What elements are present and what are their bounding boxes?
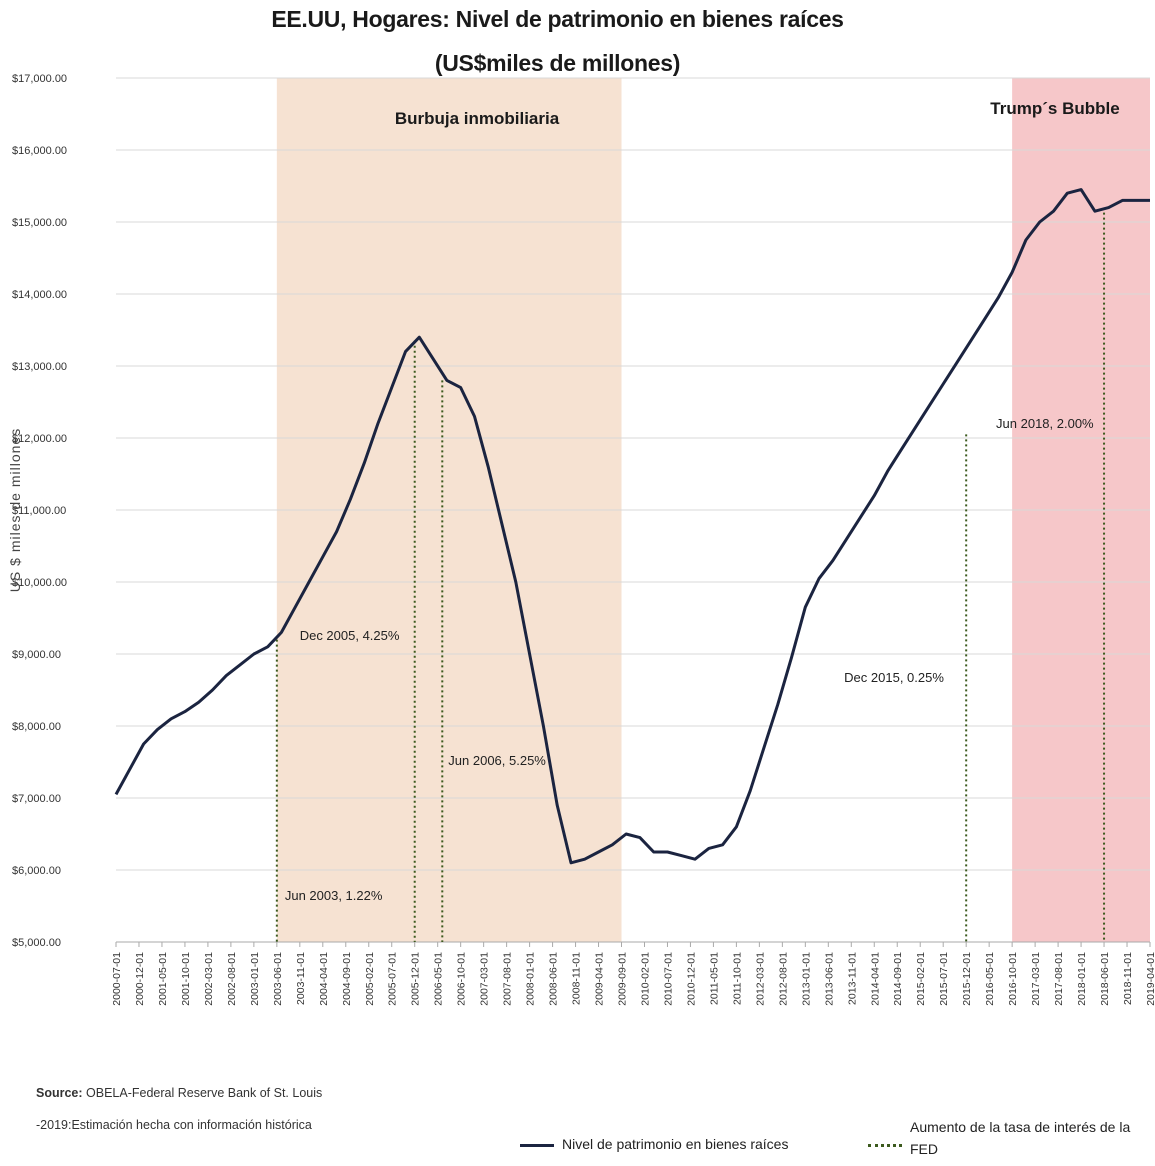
legend-dotted-line-swatch [868,1144,902,1147]
y-tick-label: $5,000.00 [12,937,61,949]
legend-fed-label: Aumento de la tasa de interés de la FED [910,1119,1131,1157]
x-tick-label: 2001-10-01 [180,952,192,1006]
y-tick-label: $13,000.00 [12,361,67,373]
x-tick-label: 2015-12-01 [961,952,973,1006]
y-tick-label: $7,000.00 [12,793,61,805]
fed-hike-annotation: Jun 2018, 2.00% [996,416,1094,431]
y-tick-label: $10,000.00 [12,577,67,589]
chart-subtitle: (US$miles de millones) [434,50,681,76]
x-tick-label: 2003-06-01 [272,952,284,1006]
x-tick-label: 2002-03-01 [203,952,215,1006]
x-tick-label: 2005-02-01 [364,952,376,1006]
x-tick-label: 2016-10-01 [1007,952,1019,1006]
region-label-trump-bubble: Trump´s Bubble [990,99,1119,118]
source-label: Source: [36,1086,83,1100]
x-tick-label: 2015-02-01 [915,952,927,1006]
x-tick-label: 2006-05-01 [433,952,445,1006]
x-tick-label: 2011-05-01 [708,952,720,1005]
y-tick-label: $16,000.00 [12,145,67,157]
x-tick-label: 2014-09-01 [892,952,904,1006]
x-tick-label: 2006-10-01 [456,952,468,1006]
y-tick-label: $12,000.00 [12,433,67,445]
x-tick-label: 2017-08-01 [1053,952,1065,1006]
legend-fed-item: Aumento de la tasa de interés de la FED [868,1116,1148,1160]
source-line: Source: OBELA-Federal Reserve Bank of St… [36,1086,322,1100]
y-tick-label: $14,000.00 [12,289,67,301]
x-tick-label: 2010-12-01 [685,952,697,1006]
x-tick-label: 2013-11-01 [846,952,858,1005]
x-tick-label: 2009-09-01 [617,952,629,1006]
x-tick-label: 2018-01-01 [1076,952,1088,1006]
x-tick-label: 2019-04-01 [1145,952,1155,1006]
x-tick-label: 2003-11-01 [295,952,307,1005]
x-tick-label: 2011-10-01 [731,952,743,1005]
x-tick-label: 2008-06-01 [548,952,560,1006]
x-tick-label: 2004-09-01 [341,952,353,1006]
y-tick-label: $11,000.00 [12,505,66,517]
x-tick-label: 2015-07-01 [938,952,950,1006]
x-tick-label: 2000-12-01 [134,952,146,1006]
x-tick-label: 2018-11-01 [1122,952,1134,1005]
y-tick-label: $17,000.00 [12,73,67,85]
source-note: -2019:Estimación hecha con información h… [36,1118,312,1132]
y-tick-label: $15,000.00 [12,217,67,229]
legend-solid-line-swatch [520,1144,554,1147]
x-tick-label: 2013-06-01 [823,952,835,1006]
source-text: OBELA-Federal Reserve Bank of St. Louis [82,1086,323,1100]
x-tick-label: 2010-07-01 [662,952,674,1006]
x-tick-label: 2012-03-01 [754,952,766,1006]
x-tick-label: 2017-03-01 [1030,952,1042,1006]
region-label-housing-bubble: Burbuja inmobiliaria [395,109,560,128]
x-tick-label: 2010-02-01 [639,952,651,1006]
y-axis-label: US $ miles de millones [7,428,23,592]
y-tick-label: $8,000.00 [12,721,61,733]
fed-hike-annotation: Dec 2005, 4.25% [300,628,400,643]
x-tick-label: 2013-01-01 [800,952,812,1006]
x-tick-label: 2016-05-01 [984,952,996,1006]
series-line [114,188,1150,865]
x-tick-label: 2000-07-01 [111,952,123,1006]
y-tick-label: $6,000.00 [12,865,61,877]
x-tick-label: 2003-01-01 [249,952,261,1006]
x-tick-label: 2018-06-01 [1099,952,1111,1006]
fed-hike-annotation: Jun 2003, 1.22% [285,888,383,903]
legend-series-item: Nivel de patrimonio en bienes raíces [520,1136,788,1152]
chart-title: EE.UU, Hogares: Nivel de patrimonio en b… [271,6,844,32]
y-tick-label: $9,000.00 [12,649,61,661]
fed-hike-annotation: Dec 2015, 0.25% [844,670,944,685]
x-tick-label: 2002-08-01 [226,952,238,1006]
x-tick-label: 2008-11-01 [571,952,583,1005]
x-tick-label: 2007-08-01 [502,952,514,1006]
x-tick-label: 2001-05-01 [157,952,169,1006]
x-tick-label: 2012-08-01 [777,952,789,1006]
legend-series-label: Nivel de patrimonio en bienes raíces [562,1136,789,1152]
x-tick-label: 2005-12-01 [410,952,422,1006]
x-tick-label: 2014-04-01 [869,952,881,1006]
x-tick-label: 2005-07-01 [387,952,399,1006]
x-tick-label: 2008-01-01 [525,952,537,1006]
x-tick-label: 2004-04-01 [318,952,330,1006]
fed-hike-annotation: Jun 2006, 5.25% [448,753,546,768]
x-tick-label: 2009-04-01 [594,952,606,1006]
x-tick-label: 2007-03-01 [479,952,491,1006]
